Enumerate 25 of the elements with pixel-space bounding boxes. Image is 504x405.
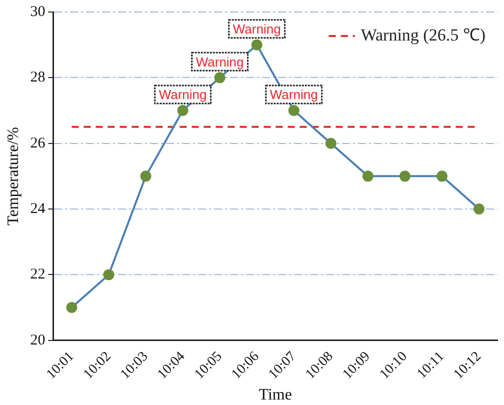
y-tick-label: 30 [30, 4, 46, 20]
y-tick-label: 26 [30, 135, 46, 152]
point [473, 204, 484, 215]
point [325, 138, 336, 149]
point [288, 105, 300, 116]
y-tick-label: 24 [30, 200, 46, 217]
x-axis-title: Time [258, 386, 292, 404]
y-tick-label: 22 [30, 266, 46, 283]
annotation: Warning [270, 87, 318, 102]
point [177, 105, 188, 116]
y-tick-label: 20 [30, 332, 46, 348]
y-axis-title: Temperature/% [4, 126, 22, 226]
point [140, 170, 152, 182]
annotation: Warning [196, 54, 244, 70]
legend-label: Warning (26.5 ℃) [360, 25, 486, 44]
y-tick-label: 28 [30, 70, 46, 86]
point [251, 39, 262, 50]
annotation: Warning [158, 87, 207, 102]
point [362, 170, 374, 182]
annotation: Warning [232, 21, 281, 36]
point [399, 170, 410, 182]
point [214, 72, 226, 84]
point [436, 170, 448, 182]
point [103, 269, 114, 280]
point [66, 302, 78, 314]
